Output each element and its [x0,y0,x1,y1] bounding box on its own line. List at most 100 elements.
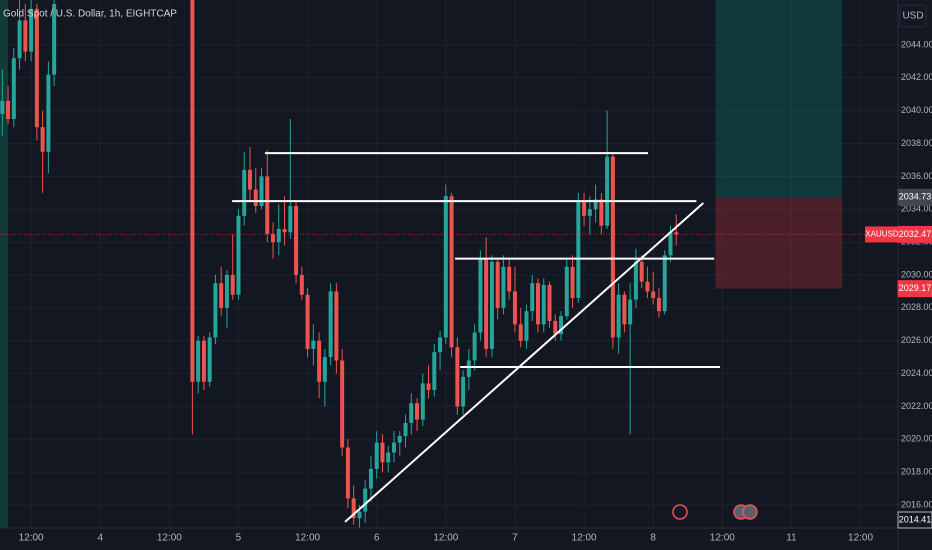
y-tick-label: 2026.00 [901,335,932,345]
x-tick-label: 11 [786,533,797,544]
y-tick-label: 2018.00 [901,467,932,477]
symbol-tag-label: XAUUSD [865,230,899,239]
candle-body [535,283,540,325]
candle-body [276,229,281,243]
price-tag-label: 2014.41 [899,514,932,524]
candle-body [201,340,206,382]
candle-body [11,58,16,119]
candle-body [242,169,247,216]
candle-body [472,332,477,361]
symbol-tag [865,226,898,243]
y-tick-label: 2024.00 [901,368,932,378]
candle-body [363,488,368,512]
candle-body [633,261,638,300]
candle-body [559,316,564,335]
candle-body [455,347,460,407]
candle-body [311,340,316,349]
candle-body [334,291,339,361]
candle-body [282,229,287,233]
candle-body [668,232,673,256]
candle-body [501,266,506,308]
candle-body [190,0,195,382]
candle-body [599,199,604,226]
plot-area [0,0,898,528]
candle-body [219,283,224,308]
price-tag-label: 2032.47 [899,229,932,239]
candle-body [340,360,345,448]
candle-body [466,360,471,377]
candle-body [449,196,454,348]
candle-body [593,199,598,210]
price-tag [897,188,932,206]
candle-body [305,294,310,349]
candle-body [524,311,529,341]
y-tick-label: 2044.00 [901,39,932,49]
candle-body [351,498,356,519]
candle-body [52,3,57,75]
candle-body [443,196,448,338]
candle-body [253,189,258,207]
currency-button[interactable] [899,4,927,28]
y-tick-label: 2016.00 [901,499,932,509]
candle-body [386,452,391,463]
left-zone [0,0,8,528]
candle-body [328,291,333,358]
candle-body [507,266,512,292]
candle-body [403,422,408,437]
candle-body [40,127,45,152]
candle-body [639,261,644,282]
candle-body [17,20,22,59]
candle-body [29,8,34,52]
x-tick-label: 5 [236,533,242,544]
candle-body [587,209,592,216]
y-tick-label: 2040.00 [901,105,932,115]
candle-body [426,383,431,391]
candle-body [582,201,587,216]
axes: 2016.00 2018.00 2020.00 2022.00 2024.00 2026.… [19,39,932,544]
candle-body [461,376,466,407]
candle-body [207,337,212,382]
candle-body [0,100,5,115]
candle-body [299,275,304,295]
y-tick-label: 2028.00 [901,302,932,312]
trend-line [344,202,704,523]
x-tick-label: 4 [97,533,103,544]
candle-body [495,261,500,308]
x-tick-label: 8 [650,533,656,544]
candle-body [409,403,414,423]
x-tick-label: 12:00 [710,533,735,544]
price-tag [897,511,932,529]
candle-body [628,299,633,325]
y-tick-label: 2020.00 [901,434,932,444]
candle-body [46,74,51,152]
candle-body [196,340,201,382]
y-tick-label: 2030.00 [901,269,932,279]
candle-body [391,442,396,453]
candle-body [674,232,679,235]
candle-body [432,352,437,391]
candle-body [478,258,483,333]
candle-body [34,8,39,128]
candle-body [553,321,558,335]
candle-body [368,468,373,489]
y-tick-label: 2034.00 [901,204,932,214]
candle-body [247,169,252,190]
x-tick-label: 7 [512,533,518,544]
candle-body [415,403,420,420]
y-tick-label: 2036.00 [901,171,932,181]
candle-body [645,281,650,292]
candle-body [489,261,494,349]
candle-body [23,20,28,52]
candle-body [576,201,581,299]
event-icons[interactable] [672,504,758,520]
x-tick-label: 12:00 [157,533,182,544]
candle-body [570,266,575,299]
candle-body [6,100,11,119]
candle-body [512,291,517,325]
stop-zone [715,197,843,289]
x-tick-label: 12:00 [433,533,458,544]
candle-body [397,436,402,443]
candle-body [213,283,218,338]
candle-body [662,255,667,312]
candle-body [259,176,264,207]
